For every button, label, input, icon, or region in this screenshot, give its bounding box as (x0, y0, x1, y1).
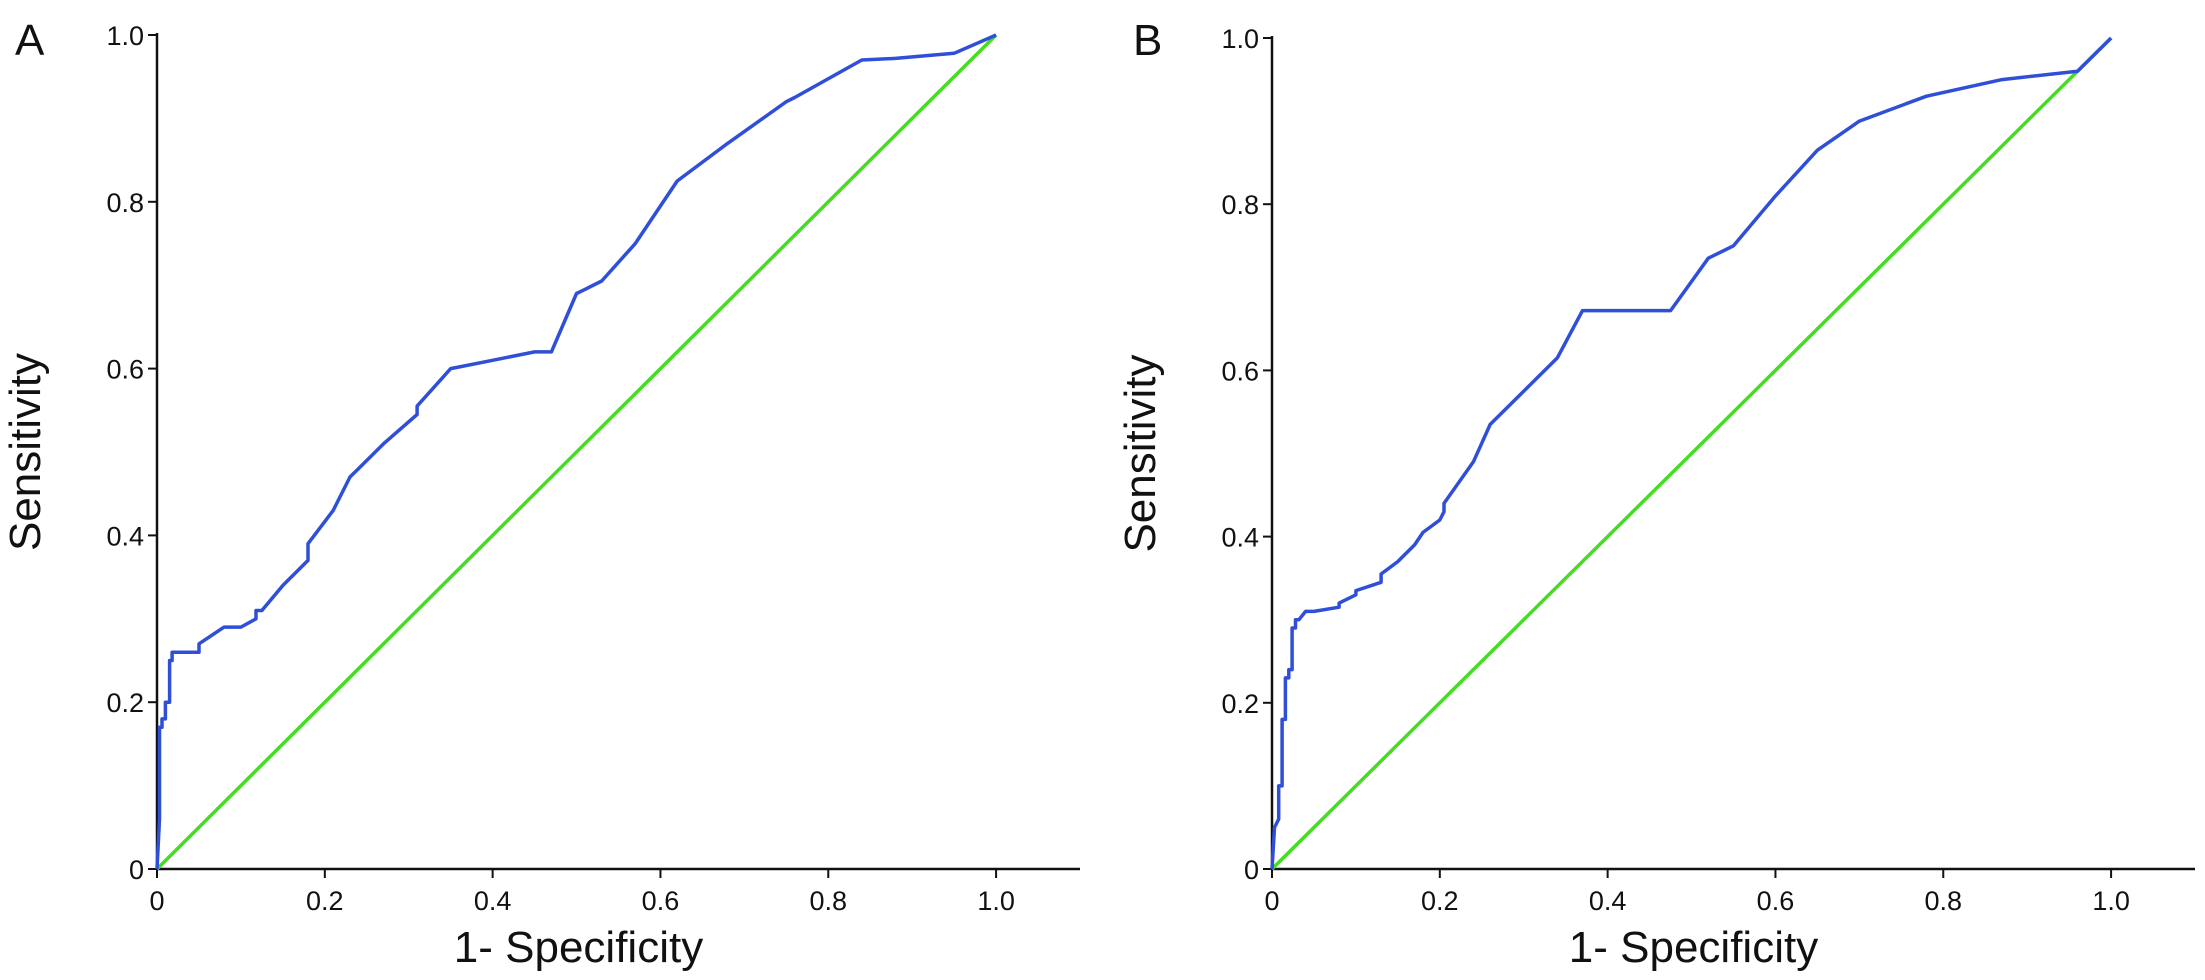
x-tick-label: 1.0 (977, 886, 1015, 916)
y-tick-label: 0.6 (106, 355, 144, 385)
panel-a: A 0 0.2 0.4 0.6 0.8 1.0 0 0.2 0.4 0.6 0.8 1.0 1- Spec… (1, 16, 1080, 972)
panel-b: B 0 0.2 0.4 0.6 0.8 1.0 0 0.2 0.4 0.6 0.8 1.0 1- Spec… (1116, 16, 2195, 972)
panel-label: A (15, 16, 45, 65)
y-tick-label: 1.0 (106, 21, 144, 51)
reference-line (1270, 36, 2113, 871)
panel-label: B (1133, 16, 1162, 65)
y-tick-label: 0.4 (1221, 523, 1259, 553)
x-axis-title: 1- Specificity (454, 923, 703, 972)
y-tick-label: 0.6 (1221, 356, 1259, 386)
x-tick-label: 0 (1264, 886, 1279, 916)
x-axis-title: 1- Specificity (1569, 923, 1818, 972)
reference-line (155, 33, 998, 871)
y-axis-title: Sensitivity (1, 353, 50, 551)
y-tick-label: 0.8 (1221, 190, 1259, 220)
x-tick-label: 0.8 (809, 886, 847, 916)
y-tick-label: 0 (1244, 855, 1259, 885)
y-tick-label: 1.0 (1221, 24, 1259, 54)
x-tick-label: 1.0 (2092, 886, 2130, 916)
y-axis-title: Sensitivity (1116, 354, 1165, 552)
y-tick-label: 0.2 (106, 688, 144, 718)
x-tick-label: 0.6 (642, 886, 680, 916)
roc-curve-line (1270, 36, 2113, 870)
x-tick-label: 0.2 (1421, 886, 1459, 916)
y-tick-label: 0.8 (106, 188, 144, 218)
x-tick-label: 0.8 (1924, 886, 1962, 916)
y-tick-label: 0 (129, 855, 144, 885)
y-tick-label: 0.4 (106, 521, 144, 551)
y-tick-label: 0.2 (1221, 689, 1259, 719)
x-tick-label: 0.6 (1757, 886, 1795, 916)
x-tick-label: 0.2 (306, 886, 344, 916)
roc-curve-line (155, 33, 997, 870)
x-tick-label: 0 (149, 886, 164, 916)
x-tick-label: 0.4 (474, 886, 512, 916)
x-tick-label: 0.4 (1589, 886, 1627, 916)
